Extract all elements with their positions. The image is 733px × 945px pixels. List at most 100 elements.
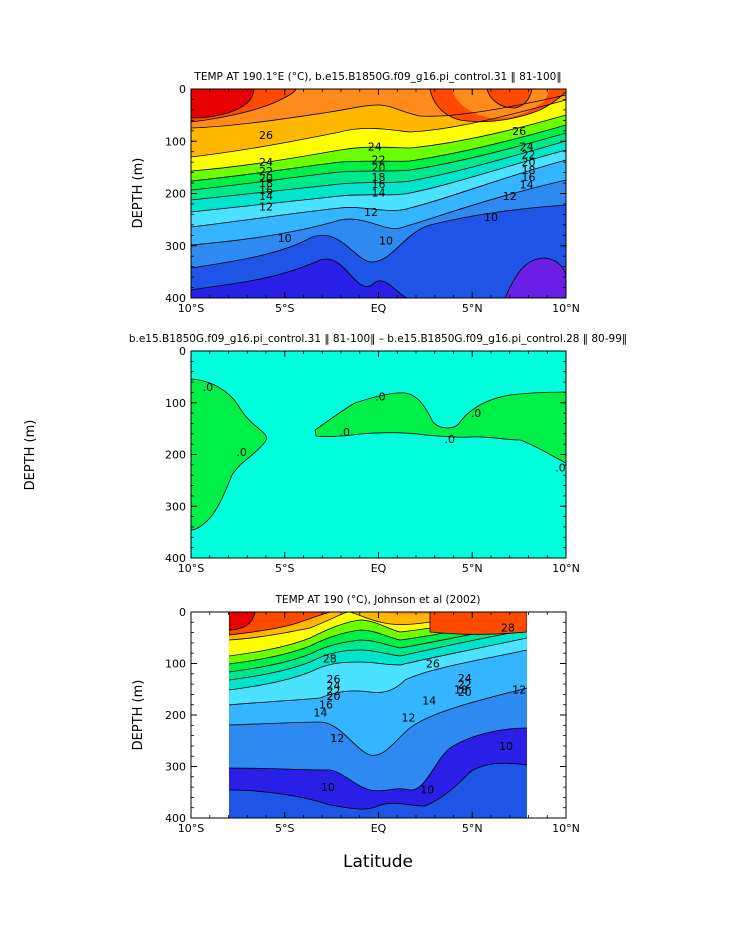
x-tick-label: 5°N [462,822,483,835]
y-tick-label: 300 [165,500,186,513]
band-29b [487,89,532,108]
contour-label: 26 [327,673,341,686]
contour-label: 22 [259,165,273,178]
contour-label: 12 [503,190,517,203]
contour-label: 24 [368,140,382,153]
contour-label: 10 [379,235,393,248]
x-tick-label: EQ [371,302,387,315]
x-tick-label: 10°N [552,562,580,575]
contour-label: .0 [203,381,214,394]
contour-label: 12 [364,206,378,219]
contour-label: 26 [259,129,273,142]
y-tick-label: 0 [179,606,186,619]
panel3-surface-layer [229,612,527,636]
band-purple [505,258,566,298]
contour-label: 24 [259,156,273,169]
contour-label: .0 [471,407,482,420]
contour-label: 24 [327,680,341,693]
panel-model-temp: TEMP AT 190.1°E (°C), b.e15.B1850G.f09_g… [131,71,580,315]
contour-label: 22 [372,154,386,167]
contour-label: 14 [372,186,386,199]
panel1-title: TEMP AT 190.1°E (°C), b.e15.B1850G.f09_g… [193,71,561,83]
contour-label: 14 [313,706,327,719]
panel3-title: TEMP AT 190 (°C), Johnson et al (2002) [275,594,481,606]
panel2-contour-labels: .0 .0 .0 .0 .0 .0 .0 [203,381,566,474]
contour-label: 20 [458,686,472,699]
contour-label: 16 [259,184,273,197]
contour-label: 18 [259,177,273,190]
contour-label: 28 [501,621,515,634]
contour-label: 24 [458,672,472,685]
contour-label: .0 [445,433,456,446]
y-tick-label: 300 [165,240,186,253]
x-tick-label: 10°S [178,302,204,315]
contour-label: 10 [321,781,335,794]
contour-label: 20 [522,156,536,169]
contour-label: 16 [372,178,386,191]
panel3-ylabel: DEPTH (m) [131,680,146,751]
panel1-contour-labels: 2624222018161412102422201816141210262422… [259,125,536,248]
contour-label: 10 [499,740,513,753]
x-tick-label: 5°N [462,562,483,575]
contour-label: 12 [259,201,273,214]
contour-label: 18 [454,683,468,696]
contour-label: 12 [330,732,344,745]
panel-obs-temp: TEMP AT 190 (°C), Johnson et al (2002) [131,594,580,872]
contour-label: 22 [327,685,341,698]
x-tick-label: 10°S [178,562,204,575]
contour-label: 14 [520,179,534,192]
y-tick-label: 300 [165,761,186,774]
panel3-axes: 10°S 5°S EQ 5°N 10°N 0 100 200 300 400 [165,606,580,835]
contour-label: 14 [259,190,273,203]
contour-label: 12 [402,712,416,725]
y-tick-label: 0 [179,345,186,358]
contour-label: 16 [522,171,536,184]
contour-label: 18 [372,171,386,184]
band-29 [191,89,254,118]
panel1-axes: 10°S 5°S EQ 5°N 10°N 0 100 200 300 400 [165,83,580,315]
contour-label: .0 [375,391,386,404]
contour-label: 10 [278,232,292,245]
y-tick-label: 0 [179,83,186,96]
contour-label: 20 [327,690,341,703]
panel2-ylabel: DEPTH (m) [23,420,38,491]
x-tick-label: EQ [371,822,387,835]
y-tick-label: 400 [165,812,186,825]
contour-label: 12 [512,683,526,696]
contour-label: 26 [512,125,526,138]
diff-background [191,351,566,558]
diff-patch-mid [314,391,566,464]
contour-label: 14 [422,695,436,708]
y-tick-label: 400 [165,552,186,565]
y-tick-label: 200 [165,188,186,201]
panel2-field [191,351,566,558]
x-tick-label: 10°S [178,822,204,835]
y-tick-label: 100 [165,658,186,671]
contour-label: 24 [520,140,534,153]
y-tick-label: 400 [165,292,186,305]
x-tick-label: 5°S [275,822,294,835]
y-tick-label: 100 [165,135,186,148]
y-tick-label: 200 [165,709,186,722]
contour-label: .0 [340,426,351,439]
panel1-ylabel: DEPTH (m) [131,158,146,229]
contour-label: 10 [484,211,498,224]
panel2-axes: 10°S 5°S EQ 5°N 10°N 0 100 200 300 400 [165,345,580,575]
panel-difference: b.e15.B1850G.f09_g16.pi_control.31 ‖ 81-… [23,333,627,575]
y-tick-label: 200 [165,449,186,462]
contour-label: .0 [555,461,566,474]
contour-label: 10 [420,784,434,797]
x-tick-label: 5°N [462,302,483,315]
x-tick-label: 10°N [552,822,580,835]
contour-label: 22 [522,148,536,161]
contour-label: .0 [236,446,247,459]
obs-band-8 [229,763,527,818]
x-tick-label: EQ [371,562,387,575]
contour-label: 18 [522,164,536,177]
x-axis-label: Latitude [343,852,413,872]
y-tick-label: 100 [165,397,186,410]
contour-label: 28 [323,652,337,665]
diff-patch-left [191,378,267,531]
x-tick-label: 5°S [275,562,294,575]
